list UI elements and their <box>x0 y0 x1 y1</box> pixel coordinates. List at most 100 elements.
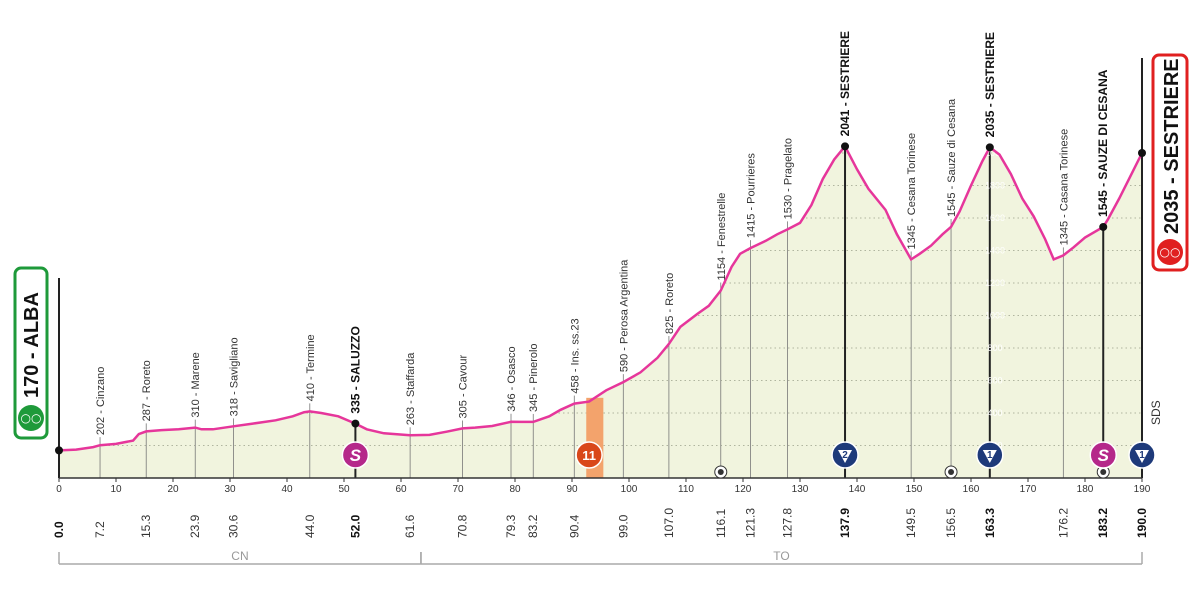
x-tick-label: 70 <box>452 484 464 495</box>
finish-code: SDS <box>1149 400 1163 425</box>
x-tick-label: 150 <box>906 484 923 495</box>
point-label: 590 - Perosa Argentina <box>618 259 630 372</box>
y-tick-label: 1600 <box>985 213 1005 223</box>
distance-labels-layer: 0.0 7.2 15.3 23.9 30.6 44.0 52.0 61.6 70.8 79.3 83… <box>52 508 1149 538</box>
sprint-marker: S <box>341 441 370 469</box>
x-axis-layer: 0 10 20 30 40 50 60 70 80 90 100 110 120 130 140 150 160… <box>56 465 1151 495</box>
start-label: 170 - ALBA <box>21 292 43 398</box>
kom-marker-label: 2 <box>842 450 848 461</box>
region-label: TO <box>773 549 789 563</box>
x-tick-label: 60 <box>395 484 407 495</box>
point-dot <box>1099 222 1108 231</box>
distance-label: 79.3 <box>504 514 518 538</box>
distance-label: 127.8 <box>780 508 794 538</box>
point-label: 1530 - Pragelato <box>782 138 794 219</box>
feed-icon <box>575 441 603 469</box>
x-tick-label: 100 <box>621 484 638 495</box>
distance-label: 61.6 <box>403 514 417 538</box>
point-lines-layer <box>58 58 1143 478</box>
y-tick-label: 1800 <box>985 181 1005 191</box>
x-tick-label: 90 <box>566 484 578 495</box>
distance-label: 7.2 <box>93 521 107 538</box>
distance-label: 0.0 <box>52 521 66 538</box>
y-tick-label: 1400 <box>985 246 1005 256</box>
kom-triangle-icon <box>838 450 853 463</box>
distance-label: 70.8 <box>456 514 470 538</box>
distance-label: 163.3 <box>983 508 997 538</box>
point-label: 346 - Osasco <box>506 346 518 411</box>
x-tick-label: 120 <box>735 484 752 495</box>
markers-layer: S 11 2 1 S 1 <box>341 441 1156 469</box>
point-dot <box>985 143 994 152</box>
finish-cyclist-icon <box>1157 239 1183 265</box>
x-tick-label: 80 <box>509 484 521 495</box>
point-label: 825 - Roreto <box>664 273 676 334</box>
start-cyclist-icon <box>18 405 44 431</box>
point-dot <box>351 419 360 428</box>
kom-marker: 2 <box>831 441 859 469</box>
profile-fill <box>59 146 1142 479</box>
distance-label: 15.3 <box>139 514 153 538</box>
distance-label: 90.4 <box>567 514 581 538</box>
sprint-marker-label: S <box>1098 446 1110 465</box>
start-badge: ○○ 170 - ALBA <box>13 266 49 440</box>
point-label: 1154 - Fenestrelle <box>716 193 728 281</box>
x-tick-label: 180 <box>1077 484 1094 495</box>
kom-marker: 1 <box>976 441 1004 469</box>
y-tick-label: 1200 <box>985 278 1005 288</box>
distance-label: 176.2 <box>1056 508 1070 538</box>
distance-label: 116.1 <box>714 509 728 538</box>
tunnel-icon <box>714 465 728 479</box>
x-tick-label: 140 <box>849 484 866 495</box>
tunnel-icon-core <box>948 469 955 475</box>
distance-label: 83.2 <box>526 514 540 538</box>
point-label: 2035 - SESTRIERE <box>983 32 997 137</box>
distance-label: 99.0 <box>616 514 630 538</box>
distance-label: 121.3 <box>743 508 757 538</box>
distance-label: 52.0 <box>348 514 362 538</box>
kom-marker-label: 1 <box>1139 450 1145 461</box>
point-label: 305 - Cavour <box>458 355 470 419</box>
kom-marker-label: 1 <box>987 450 993 461</box>
sprint-marker-label: S <box>350 446 362 465</box>
finish-dot <box>1138 149 1146 157</box>
x-tick-label: 110 <box>678 484 694 495</box>
tunnel-icon-core <box>1100 469 1107 475</box>
distance-label: 23.9 <box>188 514 202 538</box>
kom-triangle-icon <box>1135 450 1149 463</box>
point-label: 287 - Roreto <box>141 360 153 421</box>
y-tick-label: 2000 <box>985 148 1005 158</box>
sprint-marker-circle <box>1089 441 1117 469</box>
region-label: CN <box>231 549 248 563</box>
x-tick-label: 160 <box>963 484 980 495</box>
x-tick-label: 50 <box>338 484 350 495</box>
distance-label: 107.0 <box>662 508 676 538</box>
point-label: 318 - Savigliano <box>228 337 240 416</box>
point-label: 345 - Pinerolo <box>528 343 540 412</box>
sprint-marker: S <box>1089 441 1117 469</box>
distance-label: 190.0 <box>1135 508 1149 538</box>
y-tick-label: 1000 <box>985 311 1005 321</box>
distance-label: 44.0 <box>303 514 317 538</box>
x-tick-label: 170 <box>1020 484 1037 495</box>
feed-marker-label: 11 <box>582 448 596 463</box>
point-label: 263 - Staffarda <box>405 352 417 425</box>
tunnel-icon-core <box>717 469 724 475</box>
kom-triangle-icon <box>982 450 997 463</box>
kom-marker: 1 <box>1128 441 1156 469</box>
start-dot <box>55 446 63 455</box>
x-tick-label: 190 <box>1134 484 1151 495</box>
y-tick-label: 400 <box>987 408 1002 418</box>
point-label: 410 - Termine <box>305 334 317 401</box>
tunnel-icon <box>944 465 958 479</box>
point-label: 310 - Marene <box>190 352 202 417</box>
x-tick-label: 10 <box>110 484 122 495</box>
x-tick-label: 130 <box>792 484 809 495</box>
finish-cyclist-glyph: ○○ <box>1160 245 1181 259</box>
x-tick-label: 20 <box>167 484 179 495</box>
point-label: 1545 - Sauze di Cesana <box>946 98 958 217</box>
x-tick-label: 0 <box>56 484 62 495</box>
point-label: 458 - Ins. ss.23 <box>569 318 581 393</box>
point-label: 1545 - SAUZE DI CESANA <box>1096 69 1110 217</box>
